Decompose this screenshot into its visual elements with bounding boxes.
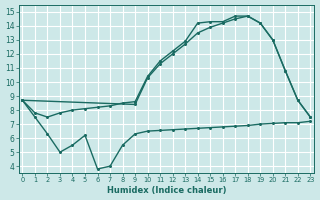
- X-axis label: Humidex (Indice chaleur): Humidex (Indice chaleur): [107, 186, 226, 195]
